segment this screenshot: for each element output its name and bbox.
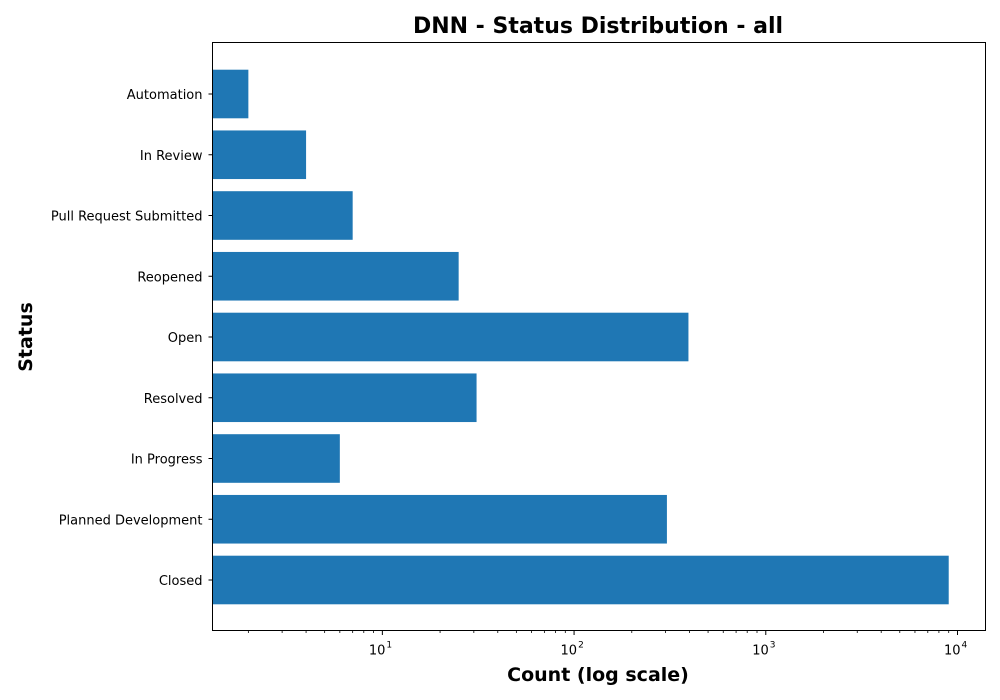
bar-pull-request-submitted	[212, 191, 353, 240]
x-tick-label-base: 10	[752, 644, 769, 659]
bar-planned-development	[212, 494, 667, 544]
y-tick-label: In Progress	[131, 453, 203, 468]
chart-title: DNN - Status Distribution - all	[413, 14, 783, 39]
y-tick-label: Closed	[159, 574, 203, 589]
y-tick-label: Open	[168, 331, 203, 346]
y-axis-label: Status	[15, 302, 37, 372]
x-axis-label: Count (log scale)	[507, 664, 689, 686]
x-tick-label-base: 10	[369, 644, 386, 659]
x-tick-label-exponent: 3	[770, 641, 776, 651]
x-tick-label-exponent: 1	[386, 641, 392, 651]
y-tick-label: Automation	[127, 88, 203, 103]
x-tick-label-exponent: 2	[578, 641, 584, 651]
bar-resolved	[212, 373, 477, 423]
y-tick-label: In Review	[140, 149, 203, 164]
x-tick-label-base: 10	[561, 644, 578, 659]
x-tick-label: 10 4	[944, 641, 968, 659]
x-tick-label-exponent: 4	[961, 641, 967, 651]
bar-in-progress	[212, 434, 340, 483]
bar-automation	[212, 69, 249, 119]
y-axis-ticks: Closed Planned Development In Progress Reso…	[51, 88, 213, 589]
x-tick-label: 10 3	[752, 641, 775, 659]
bar-open	[212, 312, 689, 362]
y-tick-label: Resolved	[144, 392, 203, 407]
bar-closed	[212, 555, 949, 605]
y-tick-label: Pull Request Submitted	[51, 210, 203, 225]
y-tick-label: Reopened	[137, 270, 202, 285]
x-tick-label: 10 1	[369, 641, 392, 659]
bar-in-review	[212, 130, 307, 180]
x-tick-label-base: 10	[944, 644, 961, 659]
x-tick-label: 10 2	[561, 641, 584, 659]
y-tick-label: Planned Development	[59, 513, 203, 528]
bars-layer	[212, 69, 949, 605]
bar-reopened	[212, 251, 459, 301]
x-axis-ticks: 10 1 10 2 10 3 10 4	[247, 630, 968, 659]
